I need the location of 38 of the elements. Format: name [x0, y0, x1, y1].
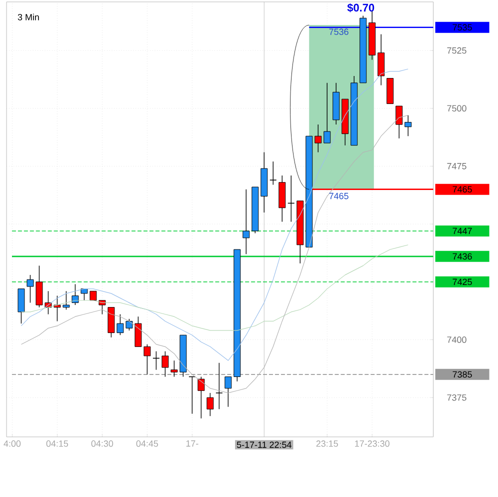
ref-line-label: 7425	[452, 278, 472, 286]
x-tick-label: 04:45	[136, 440, 158, 447]
annotation: 7465	[329, 192, 348, 200]
candlestick	[206, 392, 214, 416]
y-tick-label: 7400	[447, 336, 466, 343]
x-tick-label: 23:15	[316, 440, 338, 447]
ref-line-label: 7465	[452, 186, 472, 192]
candlestick	[314, 124, 322, 153]
candlestick	[242, 188, 250, 254]
candlestick	[224, 376, 232, 408]
text: 3 Min	[18, 14, 39, 20]
ref-line-label: 7535	[452, 24, 472, 30]
candlestick	[162, 350, 169, 378]
annotation: 7536	[329, 28, 348, 35]
x-tick-label: 04:15	[46, 440, 68, 447]
candlestick	[396, 106, 403, 139]
candlestick	[270, 161, 277, 186]
y-tick-label: 7500	[447, 105, 466, 112]
y-tick-label: 7375	[447, 394, 466, 401]
candlestick	[72, 284, 79, 306]
candlestick	[378, 34, 385, 86]
y-tick-label: 7475	[447, 163, 466, 170]
candlestick	[216, 362, 223, 410]
x-tick-label: 4:00	[4, 440, 21, 447]
y-tick-label: 7525	[447, 47, 466, 54]
annotation: $0.70	[347, 3, 374, 12]
x-tick-label: 17-23:30	[355, 440, 390, 447]
ref-line-label: 7385	[452, 371, 472, 378]
candlestick	[404, 114, 412, 136]
x-tick-label: 04:30	[91, 440, 114, 447]
ref-line-label: 7436	[452, 253, 472, 260]
candlestick	[170, 360, 178, 378]
x-tick-label: 17-	[186, 440, 198, 447]
ref-line-label: 7447	[452, 228, 472, 234]
candlestick	[198, 376, 205, 419]
candlestick	[18, 288, 25, 324]
text: 5-17-11 22:54	[236, 442, 292, 448]
candlestick	[324, 82, 331, 144]
